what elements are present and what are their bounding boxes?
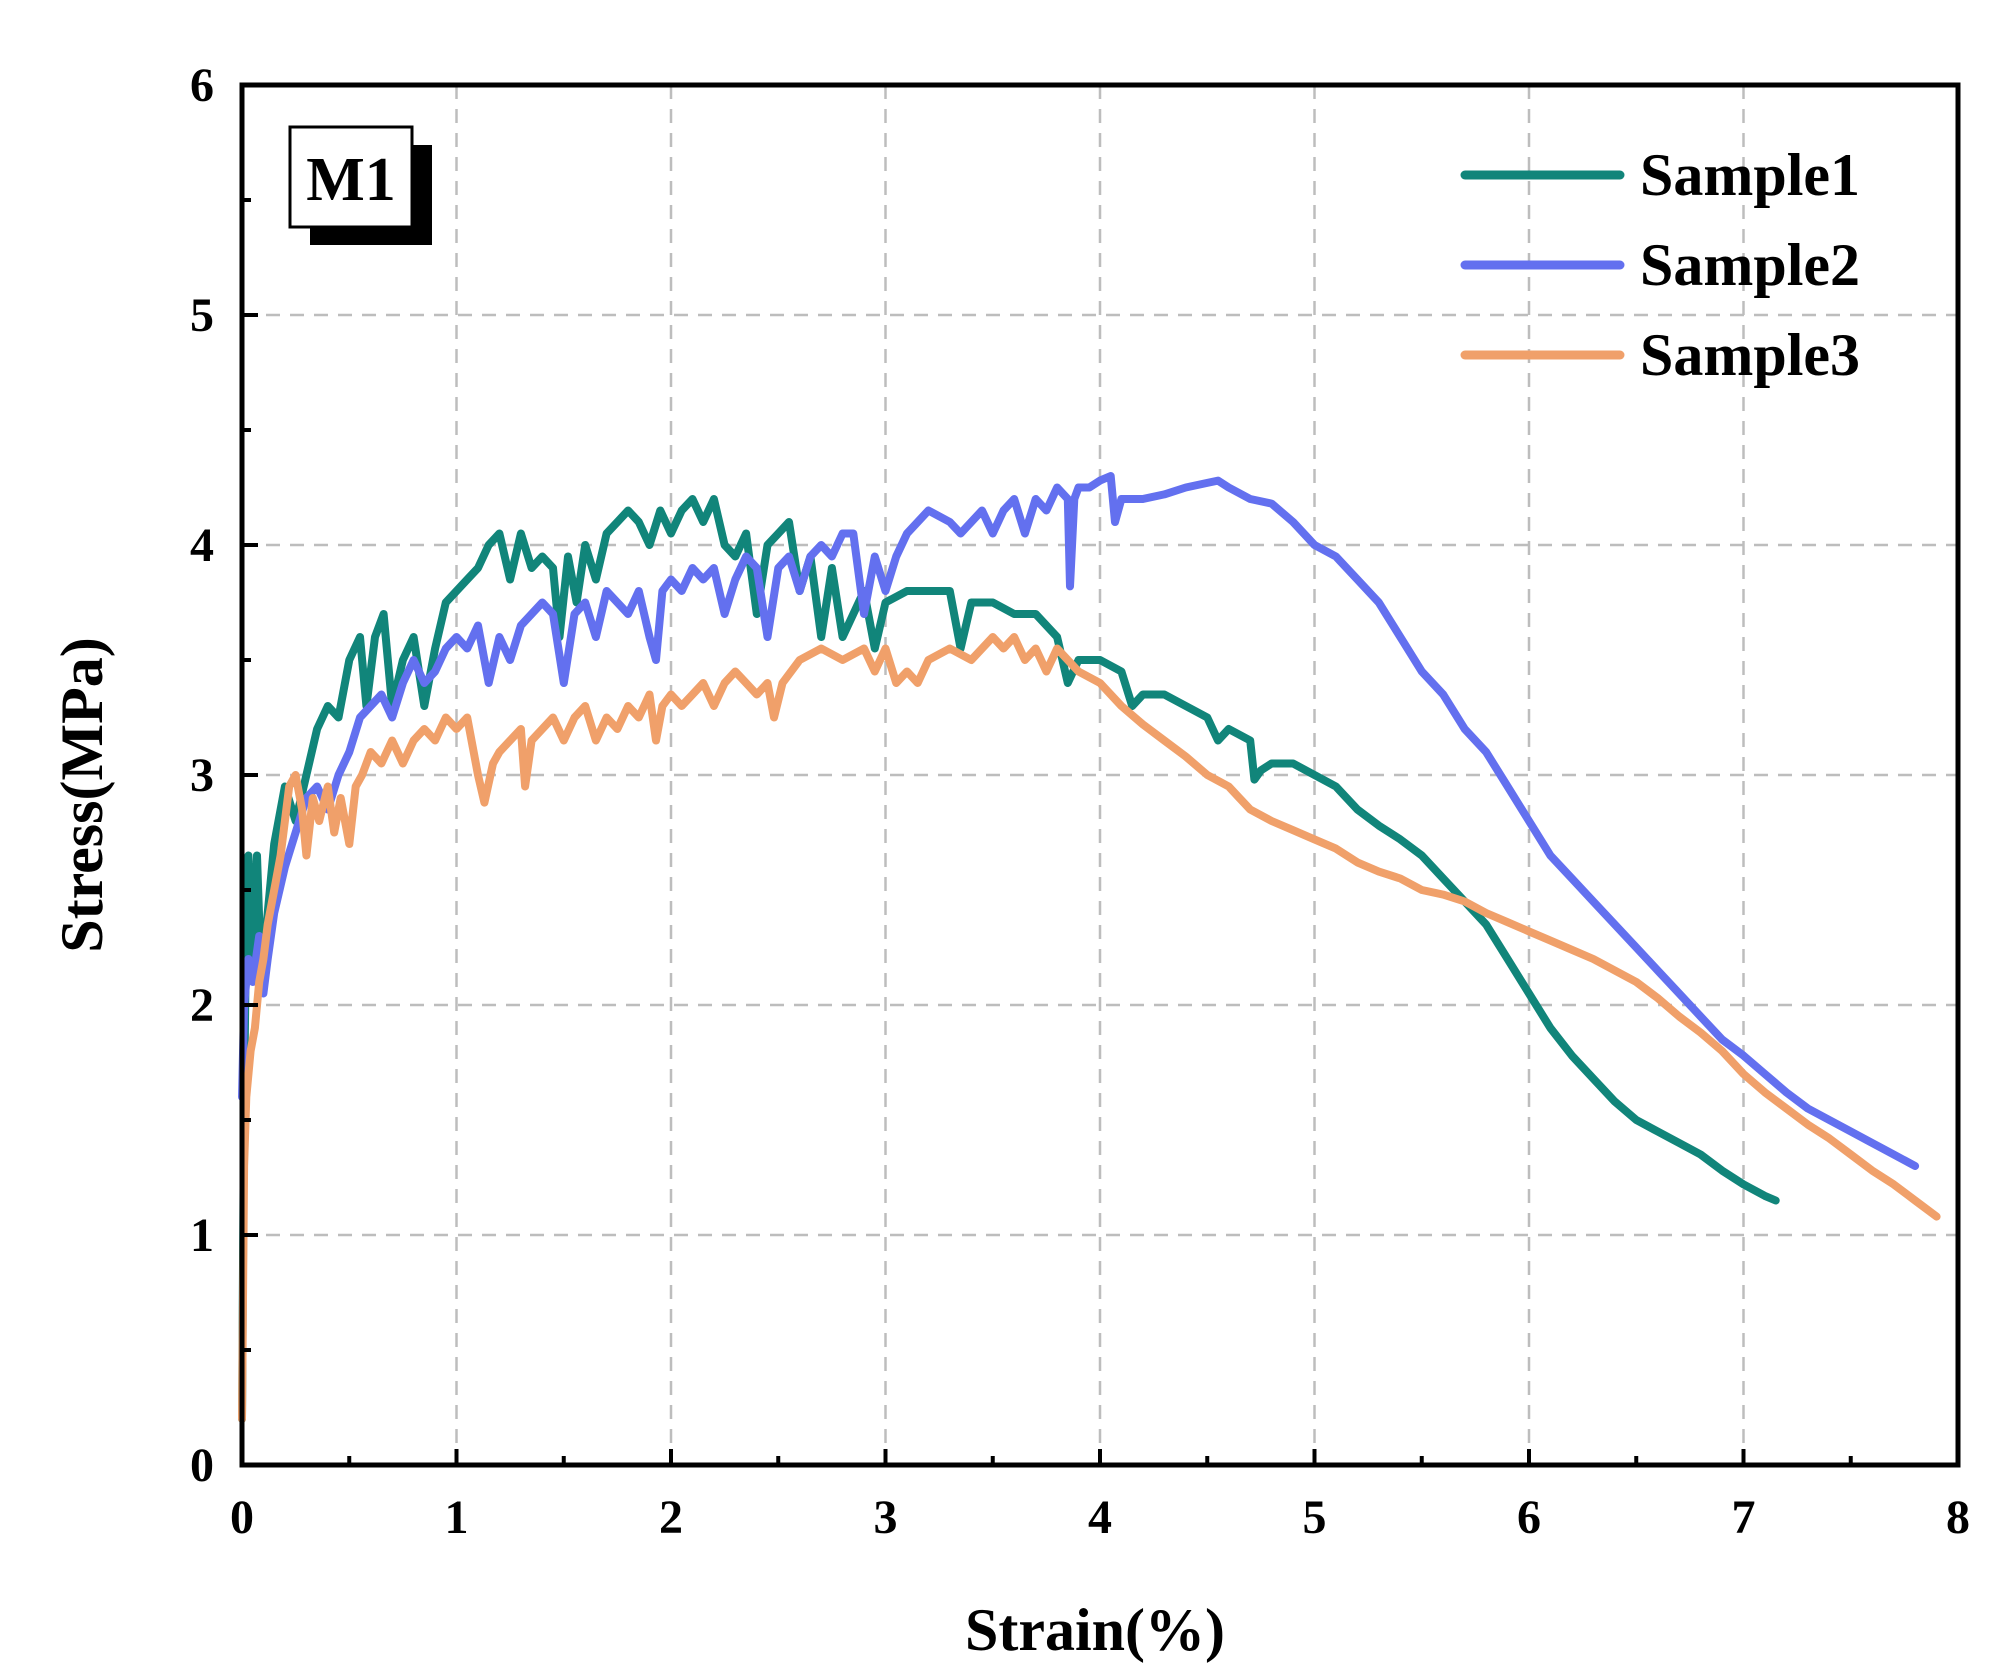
x-tick-label: 6 <box>1517 1491 1541 1544</box>
x-tick-labels: 0 1 2 3 4 5 6 7 8 <box>230 1491 1970 1544</box>
series-layer <box>238 472 1941 1423</box>
x-tick-label: 3 <box>874 1491 898 1544</box>
legend-label-sample3: Sample3 <box>1640 322 1860 388</box>
panel-label: M1 <box>306 146 396 214</box>
x-tick-label: 8 <box>1946 1491 1970 1544</box>
y-tick-label: 5 <box>190 289 214 342</box>
legend: Sample1 Sample2 Sample3 <box>1460 142 1860 388</box>
y-tick-label: 6 <box>190 59 214 112</box>
y-tick-labels: 0 1 2 3 4 5 6 <box>190 59 214 1492</box>
series-line-sample1 <box>238 495 1780 1423</box>
axis-ticks <box>240 83 1960 1467</box>
gridlines <box>242 85 1958 1465</box>
panel-label-box: M1 <box>288 125 432 245</box>
x-tick-label: 2 <box>659 1491 683 1544</box>
y-tick-label: 0 <box>190 1439 214 1492</box>
series-line-sample3 <box>238 633 1941 1423</box>
y-tick-label: 3 <box>190 749 214 802</box>
x-tick-label: 1 <box>445 1491 469 1544</box>
x-tick-label: 4 <box>1088 1491 1112 1544</box>
x-tick-label: 7 <box>1732 1491 1756 1544</box>
x-tick-label: 5 <box>1303 1491 1327 1544</box>
panel-label-frame <box>288 125 414 229</box>
y-tick-label: 2 <box>190 979 214 1032</box>
series-line-sample2 <box>238 472 1920 1170</box>
x-tick-label: 0 <box>230 1491 254 1544</box>
y-axis-title: Stress(MPa) <box>49 637 115 952</box>
legend-label-sample1: Sample1 <box>1640 142 1860 208</box>
y-tick-label: 4 <box>190 519 214 572</box>
x-axis-title: Strain(%) <box>965 1597 1225 1663</box>
legend-label-sample2: Sample2 <box>1640 232 1860 298</box>
y-tick-label: 1 <box>190 1209 214 1262</box>
